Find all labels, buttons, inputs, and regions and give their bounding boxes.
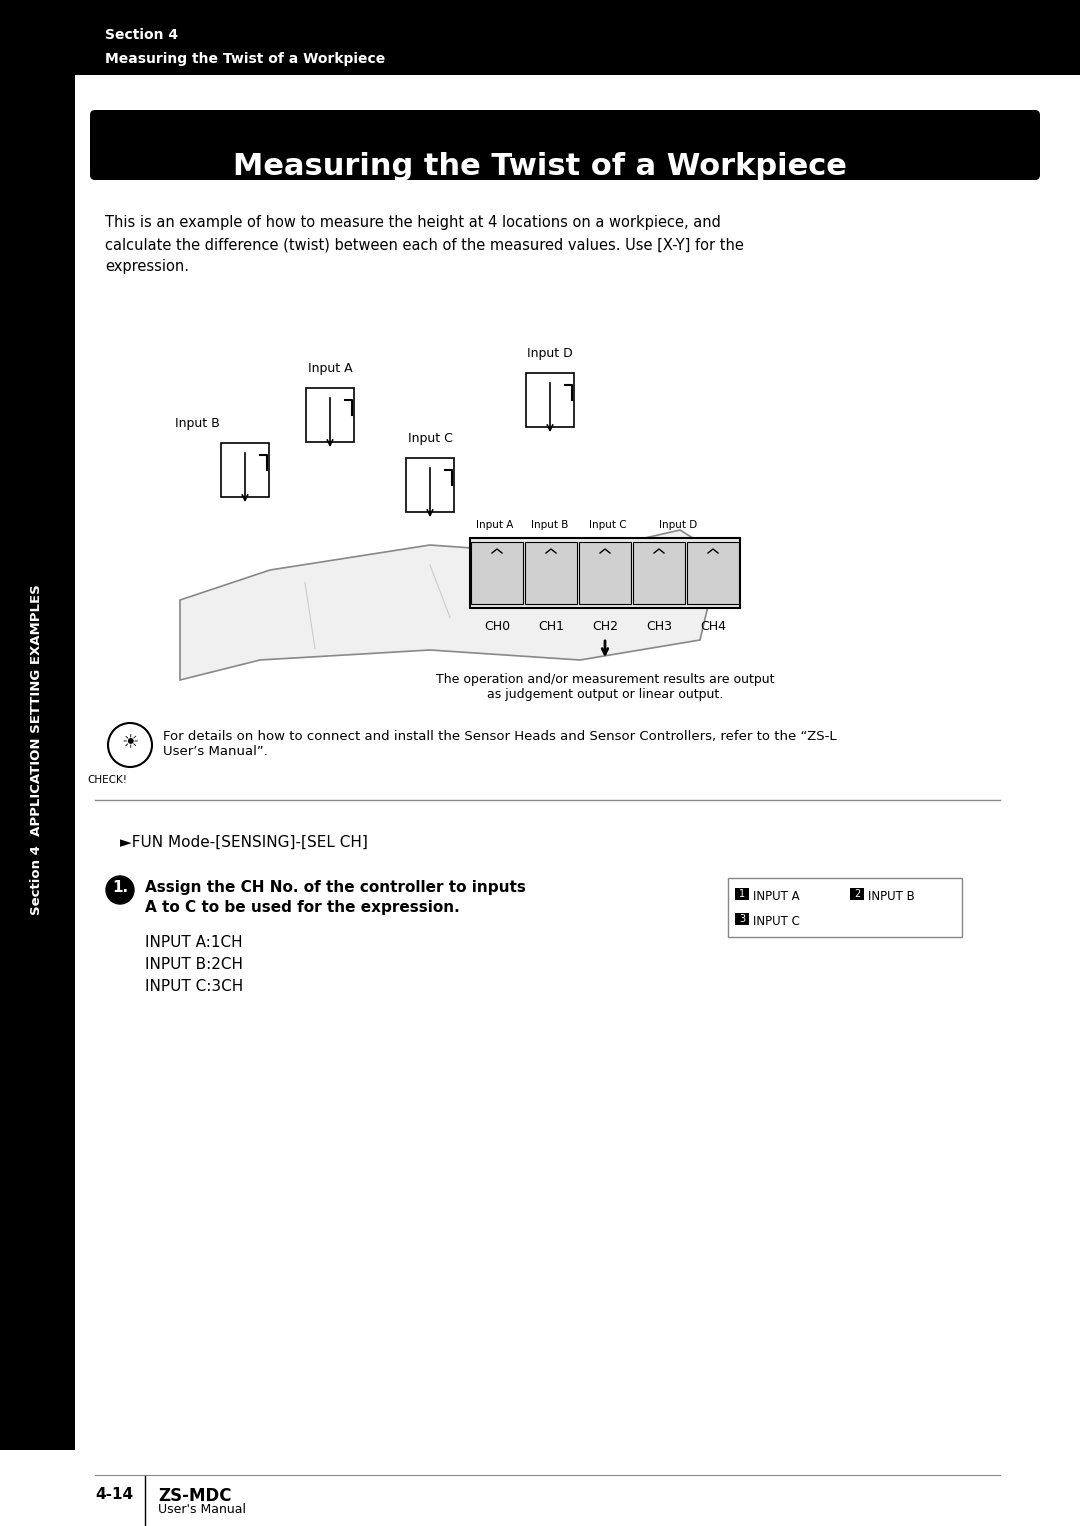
Circle shape: [108, 723, 152, 768]
Text: CH2: CH2: [592, 620, 618, 633]
Text: calculate the difference (twist) between each of the measured values. Use [X-Y] : calculate the difference (twist) between…: [105, 237, 744, 252]
FancyBboxPatch shape: [633, 542, 685, 604]
Text: INPUT C:3CH: INPUT C:3CH: [145, 980, 243, 993]
Text: Measuring the Twist of a Workpiece: Measuring the Twist of a Workpiece: [105, 52, 386, 66]
Text: 1.: 1.: [112, 881, 129, 896]
FancyBboxPatch shape: [735, 888, 750, 900]
Text: ►FUN Mode-[SENSING]-[SEL CH]: ►FUN Mode-[SENSING]-[SEL CH]: [120, 835, 368, 850]
FancyBboxPatch shape: [735, 913, 750, 925]
FancyBboxPatch shape: [850, 888, 864, 900]
Text: The operation and/or measurement results are output
as judgement output or linea: The operation and/or measurement results…: [435, 673, 774, 700]
Text: 3: 3: [739, 914, 745, 925]
Text: CH4: CH4: [700, 620, 726, 633]
Text: Input B: Input B: [175, 417, 220, 430]
Text: CH0: CH0: [484, 620, 510, 633]
FancyBboxPatch shape: [579, 542, 631, 604]
Text: Section 4  APPLICATION SETTING EXAMPLES: Section 4 APPLICATION SETTING EXAMPLES: [30, 584, 43, 916]
FancyBboxPatch shape: [470, 539, 740, 607]
Text: ☀: ☀: [121, 734, 138, 752]
Polygon shape: [180, 530, 720, 681]
FancyBboxPatch shape: [728, 877, 962, 937]
Text: 2: 2: [854, 890, 860, 899]
Text: INPUT A: INPUT A: [753, 890, 799, 903]
Text: Input A: Input A: [476, 520, 514, 530]
FancyBboxPatch shape: [687, 542, 739, 604]
FancyBboxPatch shape: [406, 458, 454, 513]
Text: Input B: Input B: [531, 520, 569, 530]
Text: Input C: Input C: [407, 432, 453, 446]
Circle shape: [106, 876, 134, 903]
FancyBboxPatch shape: [526, 372, 573, 427]
Text: This is an example of how to measure the height at 4 locations on a workpiece, a: This is an example of how to measure the…: [105, 215, 720, 230]
Text: CHECK!: CHECK!: [87, 775, 127, 784]
Text: expression.: expression.: [105, 259, 189, 275]
Text: CH3: CH3: [646, 620, 672, 633]
FancyBboxPatch shape: [0, 75, 75, 1450]
Text: INPUT C: INPUT C: [753, 916, 800, 928]
FancyBboxPatch shape: [306, 388, 354, 443]
Text: CH1: CH1: [538, 620, 564, 633]
FancyBboxPatch shape: [525, 542, 577, 604]
Text: User's Manual: User's Manual: [158, 1503, 246, 1515]
Text: INPUT B:2CH: INPUT B:2CH: [145, 957, 243, 972]
Text: INPUT B: INPUT B: [868, 890, 915, 903]
FancyBboxPatch shape: [221, 443, 269, 497]
FancyBboxPatch shape: [471, 542, 523, 604]
Text: Measuring the Twist of a Workpiece: Measuring the Twist of a Workpiece: [233, 153, 847, 182]
Text: Input C: Input C: [590, 520, 626, 530]
Text: Input A: Input A: [308, 362, 352, 375]
Text: A to C to be used for the expression.: A to C to be used for the expression.: [145, 900, 460, 916]
Text: Assign the CH No. of the controller to inputs: Assign the CH No. of the controller to i…: [145, 881, 526, 896]
Text: ZS-MDC: ZS-MDC: [158, 1486, 231, 1505]
Text: INPUT A:1CH: INPUT A:1CH: [145, 935, 243, 951]
Text: Input D: Input D: [659, 520, 697, 530]
Text: Section 4: Section 4: [105, 27, 178, 43]
Text: 1: 1: [739, 890, 745, 899]
Text: 4-14: 4-14: [95, 1486, 133, 1502]
FancyBboxPatch shape: [0, 0, 1080, 75]
Text: Input D: Input D: [527, 346, 572, 360]
Text: For details on how to connect and install the Sensor Heads and Sensor Controller: For details on how to connect and instal…: [163, 729, 837, 758]
FancyBboxPatch shape: [90, 110, 1040, 180]
